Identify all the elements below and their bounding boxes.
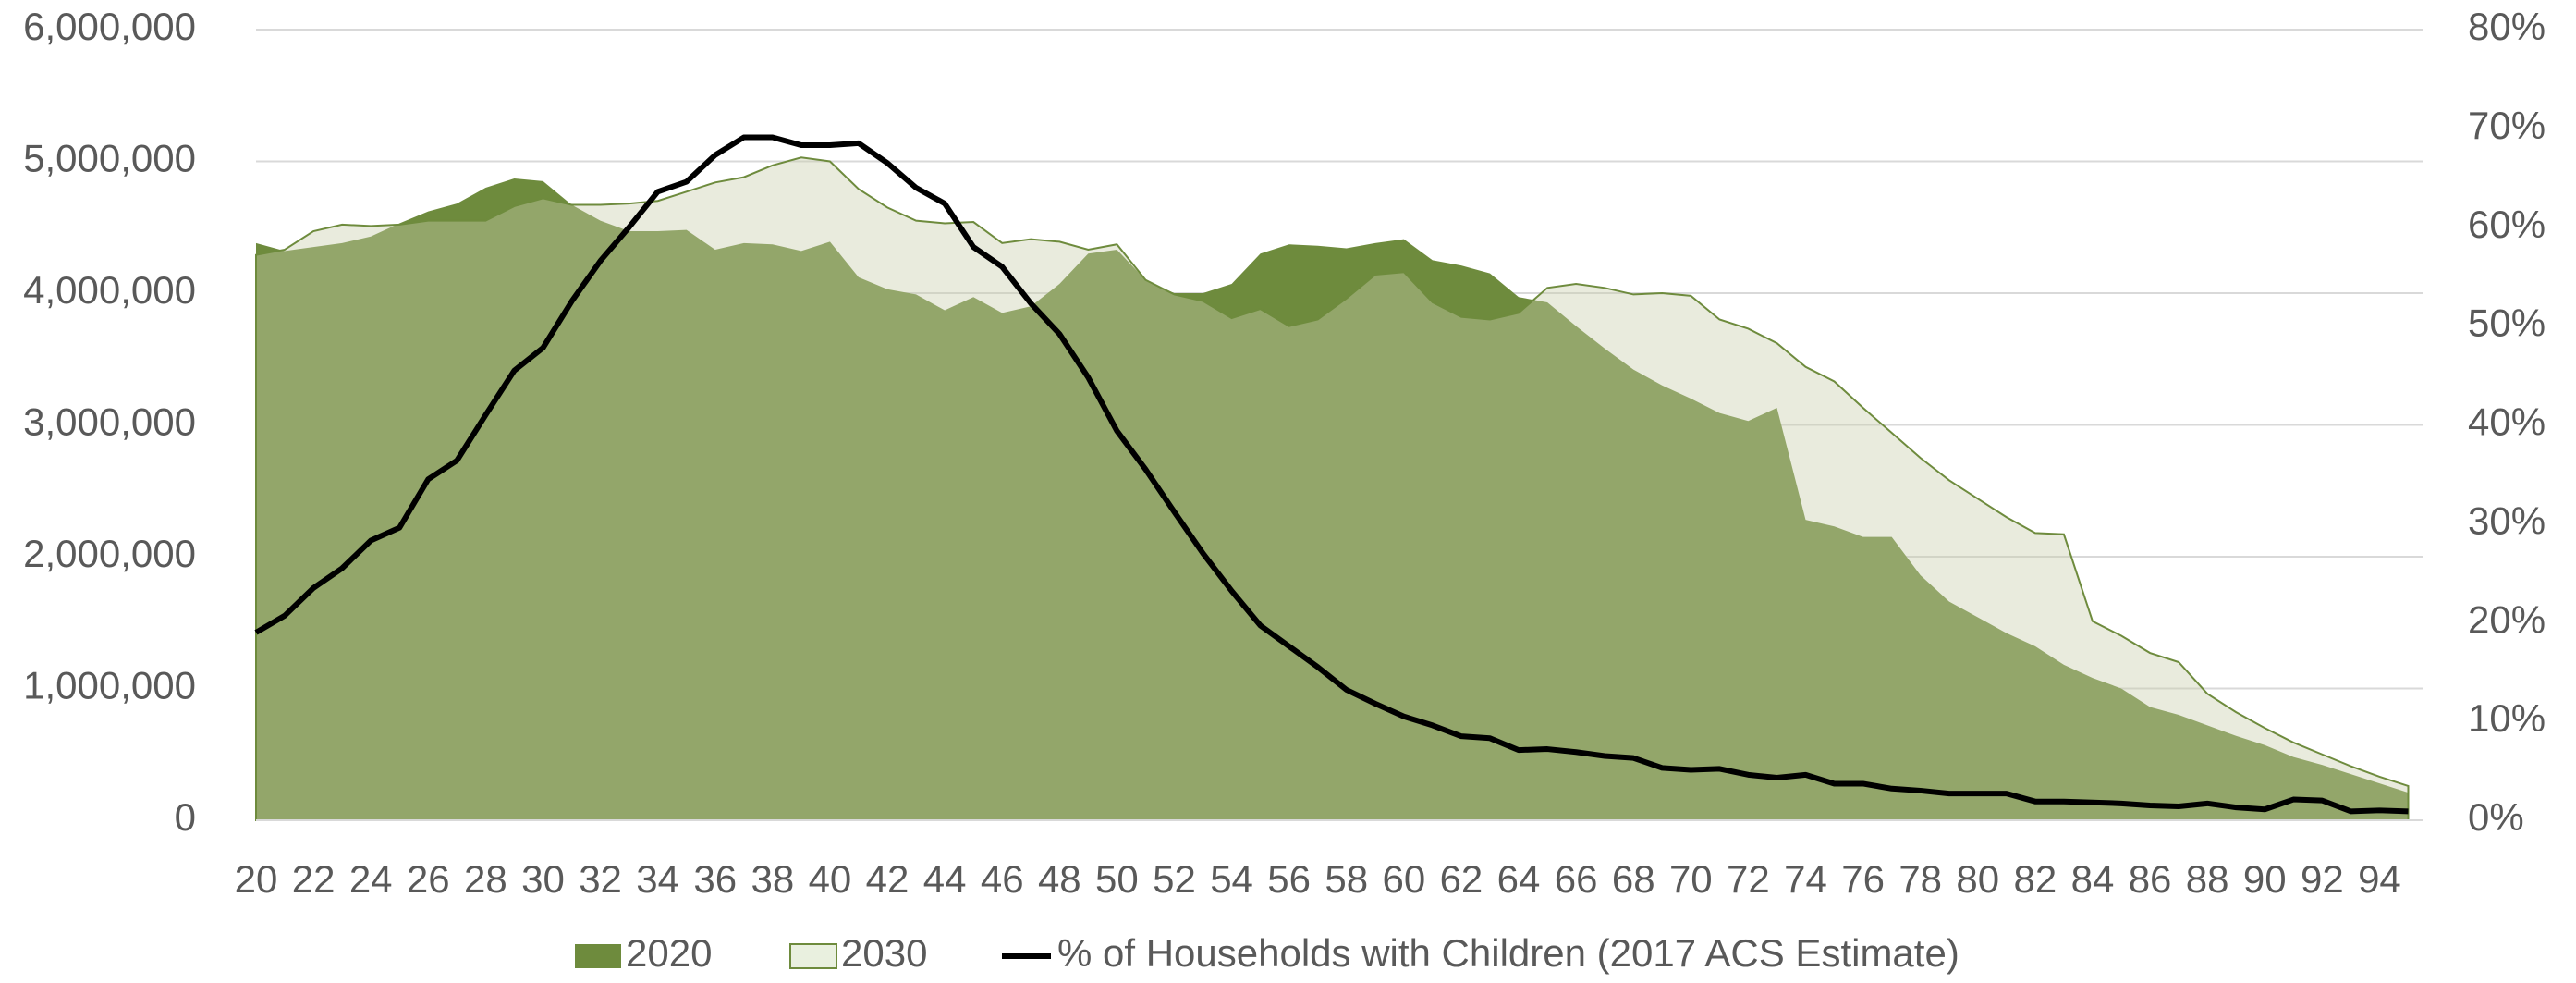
legend-label: % of Households with Children (2017 ACS … bbox=[1057, 931, 1959, 975]
x-tick-label: 56 bbox=[1267, 857, 1311, 901]
y-tick-label: 2,000,000 bbox=[23, 532, 196, 575]
line bbox=[254, 134, 2409, 815]
x-tick-label: 52 bbox=[1153, 857, 1196, 901]
x-tick-label: 64 bbox=[1497, 857, 1541, 901]
y-tick-label: 0 bbox=[175, 795, 196, 839]
x-tick-label: 44 bbox=[923, 857, 967, 901]
x-tick-label: 60 bbox=[1382, 857, 1425, 901]
y-tick-label: 5,000,000 bbox=[23, 137, 196, 180]
x-tick-label: 62 bbox=[1440, 857, 1483, 901]
y2-tick-label: 30% bbox=[2468, 498, 2545, 542]
x-tick-label: 38 bbox=[751, 857, 794, 901]
x-tick-label: 40 bbox=[809, 857, 852, 901]
x-tick-label: 92 bbox=[2301, 857, 2344, 901]
x-tick-label: 80 bbox=[1956, 857, 1999, 901]
x-tick-label: 46 bbox=[981, 857, 1024, 901]
x-tick-label: 24 bbox=[349, 857, 393, 901]
x-tick-label: 82 bbox=[2014, 857, 2057, 901]
x-tick-label: 26 bbox=[407, 857, 450, 901]
legend-label: 2030 bbox=[841, 931, 927, 975]
y-tick-label: 3,000,000 bbox=[23, 400, 196, 444]
y2-tick-label: 20% bbox=[2468, 597, 2545, 641]
x-tick-label: 86 bbox=[2129, 857, 2172, 901]
x-tick-label: 30 bbox=[521, 857, 565, 901]
x-tick-label: 54 bbox=[1210, 857, 1253, 901]
x-tick-label: 20 bbox=[235, 857, 278, 901]
y-tick-label: 6,000,000 bbox=[23, 5, 196, 48]
x-tick-label: 36 bbox=[693, 857, 737, 901]
y2-tick-label: 70% bbox=[2468, 104, 2545, 147]
x-tick-label: 76 bbox=[1841, 857, 1885, 901]
y2-tick-label: 40% bbox=[2468, 400, 2545, 444]
x-tick-label: 90 bbox=[2243, 857, 2287, 901]
x-tick-label: 68 bbox=[1612, 857, 1655, 901]
x-tick-label: 32 bbox=[579, 857, 622, 901]
x-tick-label: 70 bbox=[1669, 857, 1713, 901]
y-tick-label: 1,000,000 bbox=[23, 664, 196, 707]
x-tick-label: 78 bbox=[1898, 857, 1942, 901]
area bbox=[256, 178, 2409, 820]
y2-tick-label: 0% bbox=[2468, 795, 2524, 839]
x-tick-label: 72 bbox=[1727, 857, 1770, 901]
x-tick-label: 84 bbox=[2071, 857, 2115, 901]
x-tick-label: 28 bbox=[464, 857, 507, 901]
area bbox=[255, 156, 2410, 821]
x-tick-label: 34 bbox=[636, 857, 679, 901]
y2-tick-label: 50% bbox=[2468, 301, 2545, 345]
legend-swatch bbox=[789, 943, 837, 969]
legend-swatch bbox=[575, 944, 621, 968]
x-tick-label: 94 bbox=[2358, 857, 2401, 901]
y2-tick-label: 60% bbox=[2468, 203, 2545, 246]
x-tick-label: 22 bbox=[292, 857, 336, 901]
x-tick-label: 42 bbox=[866, 857, 910, 901]
x-tick-label: 88 bbox=[2186, 857, 2229, 901]
y2-tick-label: 80% bbox=[2468, 5, 2545, 48]
x-tick-label: 74 bbox=[1784, 857, 1827, 901]
legend-label: 2020 bbox=[626, 931, 712, 975]
y2-tick-label: 10% bbox=[2468, 696, 2545, 740]
y-tick-label: 4,000,000 bbox=[23, 268, 196, 312]
x-tick-label: 66 bbox=[1555, 857, 1598, 901]
x-tick-label: 48 bbox=[1038, 857, 1081, 901]
x-tick-label: 50 bbox=[1095, 857, 1139, 901]
x-tick-label: 58 bbox=[1325, 857, 1368, 901]
